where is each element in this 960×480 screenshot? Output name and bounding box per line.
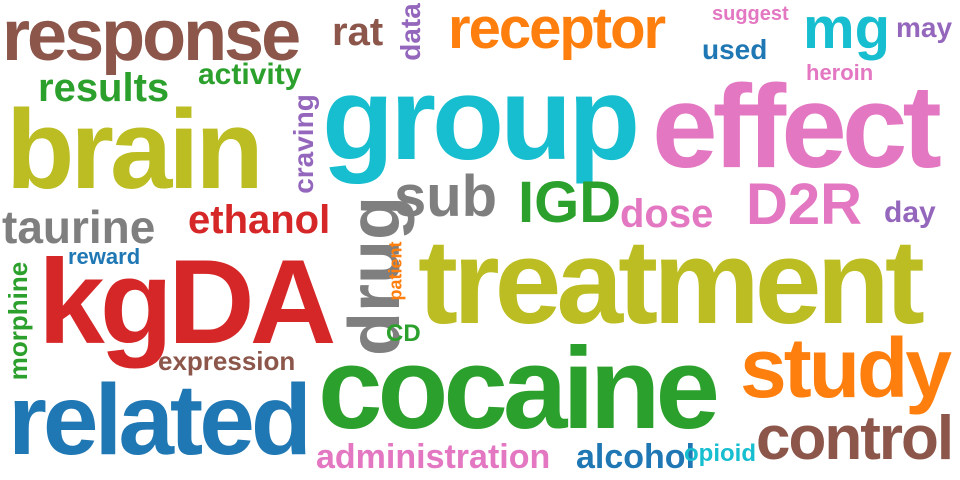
word-cocaine: cocaine: [318, 323, 720, 453]
word-effect: effect: [652, 61, 942, 193]
word-cd: CD: [386, 320, 421, 347]
word-receptor: receptor: [448, 0, 666, 61]
word-group: group: [322, 53, 640, 185]
word-sub: sub: [394, 164, 498, 229]
word-suggest: suggest: [712, 3, 789, 25]
word-brain: brain: [6, 87, 264, 212]
word-dose: dose: [620, 192, 714, 236]
word-taurine: taurine: [2, 201, 156, 253]
word-rat: rat: [332, 10, 384, 54]
word-treatment: treatment: [418, 215, 925, 349]
word-day: day: [884, 196, 936, 229]
word-d2r: D2R: [746, 172, 863, 237]
word-study: study: [740, 321, 952, 415]
word-heroin: heroin: [806, 60, 874, 85]
word-results: results: [38, 66, 170, 110]
word-mg: mg: [803, 0, 890, 61]
word-opioid: opioid: [684, 440, 756, 467]
word-kgda: kgDA: [38, 235, 336, 369]
word-used: used: [702, 34, 768, 65]
word-ethanol: ethanol: [188, 198, 331, 242]
word-expression: expression: [158, 346, 296, 376]
word-morphine: morphine: [3, 261, 34, 381]
word-control: control: [756, 404, 954, 473]
word-administration: administration: [316, 438, 551, 476]
word-response: response: [2, 0, 301, 76]
word-reward: reward: [68, 244, 141, 269]
word-alcohol: alcohol: [576, 438, 696, 476]
word-igd: IGD: [518, 170, 622, 235]
word-patient: patient: [385, 241, 406, 301]
word-craving: craving: [287, 94, 319, 194]
word-related: related: [8, 364, 312, 476]
word-may: may: [896, 12, 953, 43]
word-activity: activity: [198, 58, 302, 91]
